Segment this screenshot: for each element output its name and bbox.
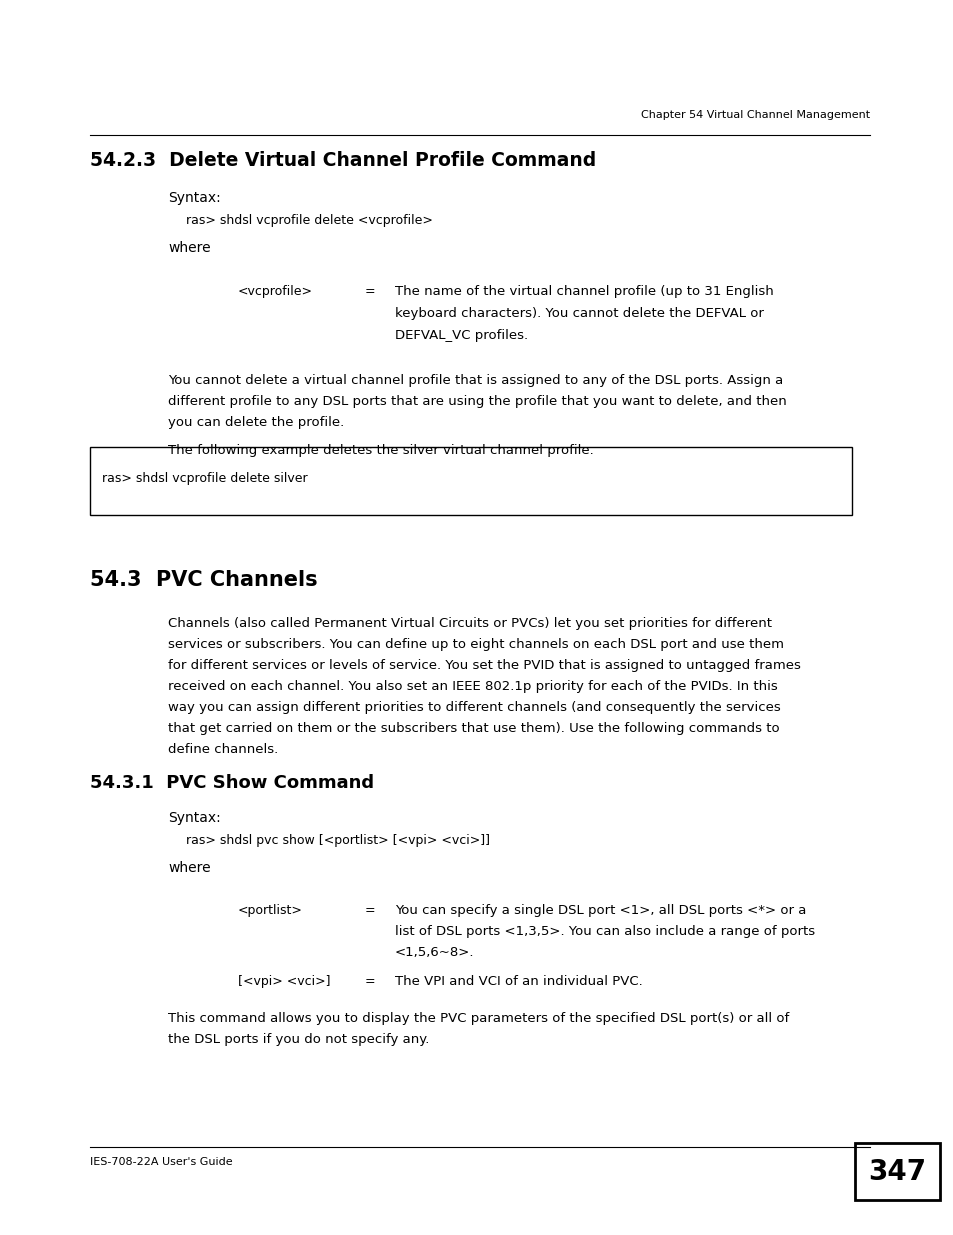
Text: Syntax:: Syntax: xyxy=(168,811,220,825)
Text: services or subscribers. You can define up to eight channels on each DSL port an: services or subscribers. You can define … xyxy=(168,638,783,651)
Text: [<vpi> <vci>]: [<vpi> <vci>] xyxy=(237,974,330,988)
Text: that get carried on them or the subscribers that use them). Use the following co: that get carried on them or the subscrib… xyxy=(168,722,779,735)
Text: ras> shdsl vcprofile delete silver: ras> shdsl vcprofile delete silver xyxy=(102,472,307,485)
Text: IES-708-22A User's Guide: IES-708-22A User's Guide xyxy=(90,1157,233,1167)
Text: This command allows you to display the PVC parameters of the specified DSL port(: This command allows you to display the P… xyxy=(168,1011,788,1025)
Text: the DSL ports if you do not specify any.: the DSL ports if you do not specify any. xyxy=(168,1032,429,1046)
Text: You can specify a single DSL port <1>, all DSL ports <*> or a: You can specify a single DSL port <1>, a… xyxy=(395,904,805,918)
Text: 54.2.3  Delete Virtual Channel Profile Command: 54.2.3 Delete Virtual Channel Profile Co… xyxy=(90,151,596,170)
Text: 54.3.1  PVC Show Command: 54.3.1 PVC Show Command xyxy=(90,774,374,792)
Text: define channels.: define channels. xyxy=(168,743,278,756)
Text: Channels (also called Permanent Virtual Circuits or PVCs) let you set priorities: Channels (also called Permanent Virtual … xyxy=(168,618,771,630)
Text: 54.3  PVC Channels: 54.3 PVC Channels xyxy=(90,571,317,590)
Text: keyboard characters). You cannot delete the DEFVAL or: keyboard characters). You cannot delete … xyxy=(395,308,763,320)
Text: You cannot delete a virtual channel profile that is assigned to any of the DSL p: You cannot delete a virtual channel prof… xyxy=(168,374,782,387)
Text: ras> shdsl vcprofile delete <vcprofile>: ras> shdsl vcprofile delete <vcprofile> xyxy=(178,214,433,227)
Text: <portlist>: <portlist> xyxy=(237,904,302,918)
Text: <vcprofile>: <vcprofile> xyxy=(237,285,313,298)
Text: way you can assign different priorities to different channels (and consequently : way you can assign different priorities … xyxy=(168,701,780,714)
Text: =: = xyxy=(365,904,375,918)
Text: Syntax:: Syntax: xyxy=(168,191,220,205)
Text: received on each channel. You also set an IEEE 802.1p priority for each of the P: received on each channel. You also set a… xyxy=(168,680,777,693)
Text: ras> shdsl pvc show [<portlist> [<vpi> <vci>]]: ras> shdsl pvc show [<portlist> [<vpi> <… xyxy=(178,834,490,847)
Text: =: = xyxy=(365,974,375,988)
Text: =: = xyxy=(365,285,375,298)
Text: The following example deletes the silver virtual channel profile.: The following example deletes the silver… xyxy=(168,445,593,457)
Text: 347: 347 xyxy=(867,1157,925,1186)
Text: DEFVAL_VC profiles.: DEFVAL_VC profiles. xyxy=(395,329,528,342)
Text: Chapter 54 Virtual Channel Management: Chapter 54 Virtual Channel Management xyxy=(640,110,869,120)
Bar xyxy=(854,1144,939,1200)
Text: you can delete the profile.: you can delete the profile. xyxy=(168,416,344,429)
Text: different profile to any DSL ports that are using the profile that you want to d: different profile to any DSL ports that … xyxy=(168,395,786,408)
Text: list of DSL ports <1,3,5>. You can also include a range of ports: list of DSL ports <1,3,5>. You can also … xyxy=(395,925,814,939)
Text: where: where xyxy=(168,861,211,876)
Text: The VPI and VCI of an individual PVC.: The VPI and VCI of an individual PVC. xyxy=(395,974,642,988)
Text: where: where xyxy=(168,241,211,254)
Text: for different services or levels of service. You set the PVID that is assigned t: for different services or levels of serv… xyxy=(168,659,800,672)
Text: The name of the virtual channel profile (up to 31 English: The name of the virtual channel profile … xyxy=(395,285,773,298)
Bar xyxy=(90,447,851,515)
Text: <1,5,6~8>.: <1,5,6~8>. xyxy=(395,946,474,960)
